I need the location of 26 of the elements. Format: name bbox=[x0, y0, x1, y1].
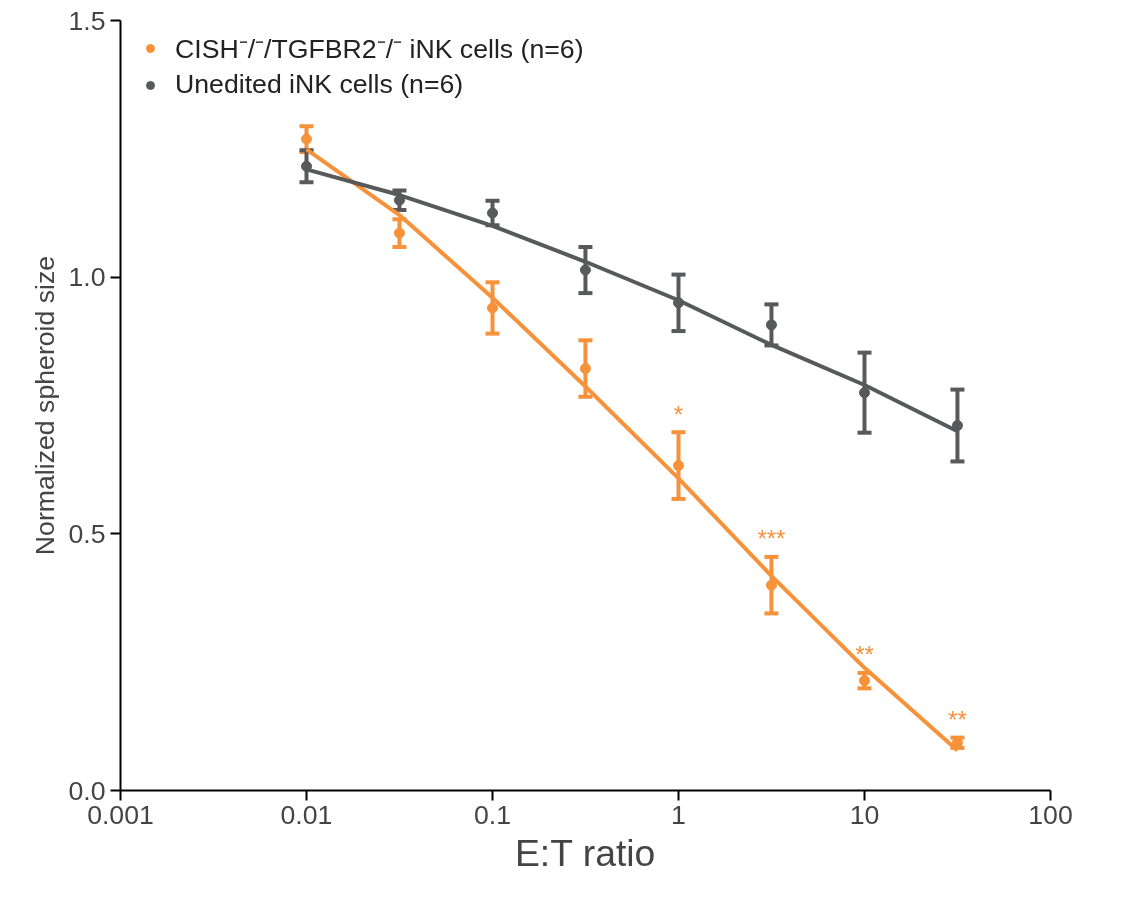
y-tick-label: 1.0 bbox=[68, 262, 106, 293]
annotation: ** bbox=[948, 706, 967, 734]
point bbox=[487, 207, 498, 219]
y-tick-label: 0.5 bbox=[68, 518, 106, 549]
annotation: * bbox=[673, 400, 684, 428]
annotation: *** bbox=[757, 525, 786, 553]
legend-label: Unedited iNK cells (n=6) bbox=[175, 69, 464, 100]
point bbox=[579, 363, 591, 375]
point bbox=[765, 579, 777, 591]
annotation: ** bbox=[855, 641, 874, 669]
legend-label: CISH⁻/⁻/TGFBR2⁻/⁻ iNK cells (n=6) bbox=[175, 33, 584, 66]
x-axis-title: E:T ratio bbox=[514, 831, 656, 874]
x-tick-label: 1 bbox=[671, 799, 686, 830]
x-tick-label: 0.01 bbox=[280, 799, 333, 830]
point bbox=[765, 319, 777, 331]
x-tick-label: 100 bbox=[1028, 799, 1073, 830]
y-axis-title: Normalized spheroid size bbox=[30, 255, 61, 556]
x-tick-label: 0.1 bbox=[473, 799, 512, 830]
point bbox=[393, 227, 405, 239]
point bbox=[673, 460, 684, 472]
point bbox=[487, 302, 498, 314]
point bbox=[859, 387, 870, 399]
point bbox=[301, 133, 312, 145]
y-tick-label: 1.5 bbox=[68, 5, 106, 36]
x-tick-label: 10 bbox=[849, 799, 880, 830]
point bbox=[579, 264, 591, 276]
